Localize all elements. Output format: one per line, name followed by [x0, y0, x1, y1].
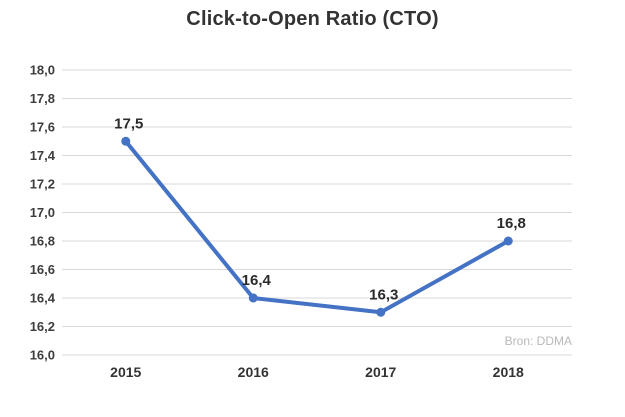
y-axis-tick-label: 17,0: [30, 205, 55, 220]
y-axis-tick-label: 17,4: [30, 148, 56, 163]
data-point-label: 16,8: [497, 215, 526, 232]
data-point-label: 16,4: [242, 272, 272, 289]
data-point-marker: [503, 236, 513, 246]
y-axis-tick-label: 18,0: [30, 63, 55, 78]
data-point-label: 17,5: [114, 115, 143, 132]
y-axis-tick-label: 16,8: [30, 234, 55, 249]
x-axis-tick-label: 2017: [365, 364, 396, 380]
data-point-marker: [121, 136, 131, 146]
y-axis-tick-label: 17,8: [30, 91, 55, 106]
y-axis-tick-label: 16,0: [30, 348, 55, 363]
series-line: [123, 139, 511, 315]
y-axis-tick-label: 17,2: [30, 177, 55, 192]
data-point-label: 16,3: [369, 286, 398, 303]
y-axis-tick-label: 16,6: [30, 262, 55, 277]
data-point-marker: [376, 307, 386, 317]
x-axis-tick-label: 2018: [493, 364, 524, 380]
y-axis-tick-label: 16,2: [30, 319, 55, 334]
data-point-marker: [248, 293, 258, 303]
chart-source-credit: Bron: DDMA: [504, 334, 572, 348]
x-axis-tick-label: 2015: [110, 364, 141, 380]
y-axis-tick-label: 17,6: [30, 120, 55, 135]
y-axis-tick-label: 16,4: [30, 291, 56, 306]
x-axis-tick-label: 2016: [238, 364, 269, 380]
chart-title: Click-to-Open Ratio (CTO): [186, 8, 439, 30]
